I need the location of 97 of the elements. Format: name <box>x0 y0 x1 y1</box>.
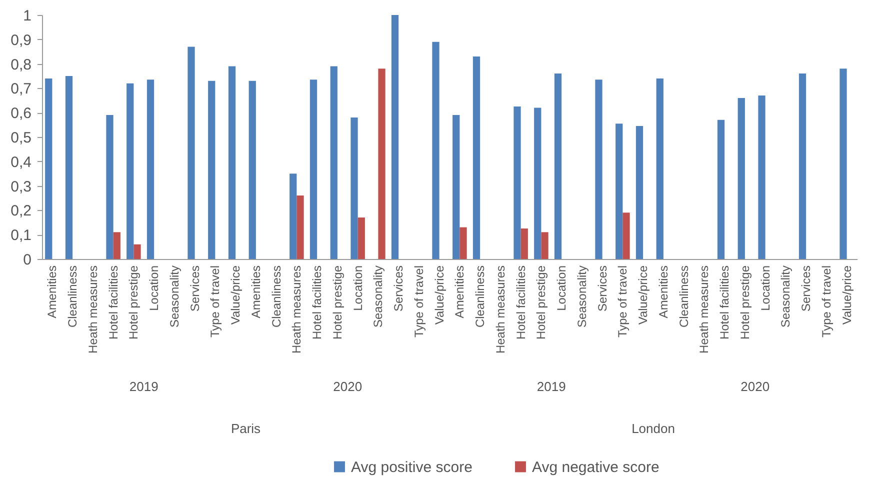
text: 2020 <box>740 379 770 394</box>
text: 2019 <box>536 379 566 394</box>
x-tick-label: Hotel prestige <box>330 265 344 340</box>
bar <box>595 80 602 259</box>
x-tick-label: Services <box>595 266 610 312</box>
x-tick-label: Location <box>350 266 365 311</box>
bar <box>296 196 304 259</box>
bar <box>228 66 236 259</box>
x-tick-label: Value/price <box>636 265 650 325</box>
bar <box>391 15 399 259</box>
x-tick-label: Heath measures <box>493 266 508 354</box>
y-tick-label: 0,8 <box>10 56 32 74</box>
x-tick-label: Hotel facilities <box>106 266 120 340</box>
bar <box>622 212 630 259</box>
x-tick-label: Type of travel <box>208 266 222 338</box>
x-tick-label: Hotel facilities <box>310 266 324 340</box>
x-tick-label: Seasonality <box>778 266 793 328</box>
x-tick-label: Services <box>188 266 202 312</box>
x-tick-label: Services <box>392 266 406 312</box>
bar <box>616 124 623 259</box>
bar <box>738 98 745 259</box>
x-tick-label: Cleanliness <box>473 266 488 328</box>
bar <box>452 115 460 259</box>
y-tick-label: 0,7 <box>10 80 32 98</box>
bar <box>378 68 386 259</box>
x-tick-label: Hotel facilities <box>514 266 528 340</box>
bar <box>432 42 440 259</box>
bar <box>520 228 528 259</box>
y-tick-label: 0,1 <box>10 227 32 244</box>
y-tick-label: 0,9 <box>10 32 32 49</box>
x-tick-label: Hotel prestige <box>738 265 752 340</box>
bar <box>840 68 847 259</box>
bar <box>554 74 562 259</box>
x-tick-label: Hotel facilities <box>718 266 732 340</box>
x-tick-label: Hotel prestige <box>534 265 548 340</box>
legend-label: Avg positive score <box>351 458 472 476</box>
x-tick-label: Location <box>554 266 569 311</box>
x-tick-label: Heath measures <box>697 266 712 354</box>
text: 2020 <box>333 379 362 394</box>
x-tick-label: Services <box>799 266 814 312</box>
x-tick-label: Hotel prestige <box>126 265 141 340</box>
bar <box>636 126 644 259</box>
legend-label: Avg negative score <box>532 458 660 476</box>
bar <box>717 120 725 259</box>
bar <box>310 80 318 259</box>
x-tick-label: Cleanliness <box>676 266 691 328</box>
bar <box>460 227 467 259</box>
x-tick-label: Amenities <box>248 266 263 318</box>
bar <box>358 218 365 259</box>
x-tick-label: Type of travel <box>819 266 834 338</box>
bar <box>113 232 120 259</box>
x-tick-label: Cleanliness <box>269 266 284 328</box>
y-tick-label: 1 <box>23 8 32 24</box>
bar <box>472 56 480 259</box>
x-tick-label: Amenities <box>45 266 60 318</box>
x-tick-label: Amenities <box>656 266 670 318</box>
y-tick-label: 0,5 <box>10 130 32 146</box>
bar <box>534 108 542 259</box>
bar <box>656 78 664 259</box>
x-tick-label: Type of travel <box>616 266 630 338</box>
bar <box>350 117 358 259</box>
text: London <box>632 421 675 436</box>
bar <box>65 76 73 259</box>
y-tick-label: 0,2 <box>10 202 32 220</box>
x-tick-label: Cleanliness <box>66 266 80 328</box>
x-tick-label: Value/price <box>228 265 243 325</box>
x-tick-label: Seasonality <box>167 266 182 328</box>
x-tick-label: Location <box>147 266 162 311</box>
bar <box>514 106 521 259</box>
bar <box>798 74 806 259</box>
x-tick-label: Value/price <box>432 265 446 325</box>
bar <box>248 80 256 259</box>
text: 2019 <box>129 379 158 394</box>
bar <box>208 80 216 259</box>
y-tick-label: 0,3 <box>10 178 32 196</box>
bar <box>134 244 141 259</box>
text: Paris <box>230 421 262 436</box>
x-tick-label: Seasonality <box>574 266 589 328</box>
bar <box>541 232 548 259</box>
x-tick-label: Amenities <box>452 266 467 318</box>
x-tick-label: Type of travel <box>412 266 426 338</box>
bar <box>330 66 338 259</box>
y-tick-label: 0,4 <box>10 154 32 171</box>
bar <box>106 115 114 259</box>
y-tick-label: 0 <box>23 252 32 268</box>
x-tick-label: Value/price <box>840 265 854 325</box>
bar <box>146 80 154 259</box>
bar <box>758 96 766 259</box>
x-tick-label: Heath measures <box>290 266 304 354</box>
bar <box>45 78 52 259</box>
bar <box>290 174 297 259</box>
x-tick-label: Seasonality <box>371 266 386 328</box>
x-tick-label: Heath measures <box>86 266 100 354</box>
bar <box>188 46 195 259</box>
bar <box>126 83 134 259</box>
x-tick-label: Location <box>758 266 772 311</box>
y-tick-label: 0,6 <box>10 105 32 122</box>
